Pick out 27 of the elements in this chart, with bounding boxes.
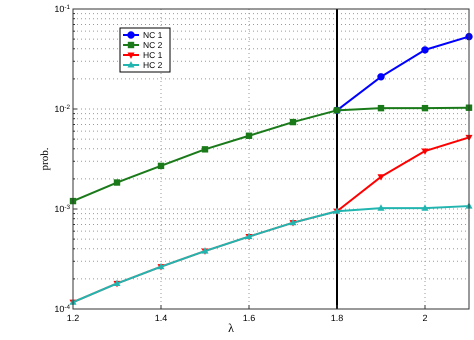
x-tick-label: 2 [422,313,428,323]
x-tick-label: 1.6 [242,313,256,323]
x-axis-title: λ [228,321,234,335]
x-tick-label: 1.2 [66,313,80,323]
point [377,174,385,181]
y-tick-label: 10$^{-3}$ [54,204,70,214]
point [378,104,384,112]
legend-label: HC 2 [143,60,163,70]
x-tick-label: 1.4 [154,313,168,323]
y-tick-label: 10$^{-2}$ [54,104,70,114]
y-axis-title: prob. [39,147,51,170]
point [377,73,385,80]
legend-label: NC 2 [143,40,163,50]
point [290,118,296,126]
legend-label: HC 1 [143,50,163,60]
x-tick-label: 1.8 [330,313,344,323]
legend-label: NC 1 [143,30,163,40]
y-tick-label: 10$^{-4}$ [54,304,70,314]
point [158,162,164,170]
point [421,204,429,211]
point [421,148,429,155]
point [202,146,208,153]
point [421,46,429,54]
point [422,104,428,112]
point [246,132,252,139]
y-tick-label: 10$^{-1}$ [54,4,70,14]
point [377,204,385,211]
